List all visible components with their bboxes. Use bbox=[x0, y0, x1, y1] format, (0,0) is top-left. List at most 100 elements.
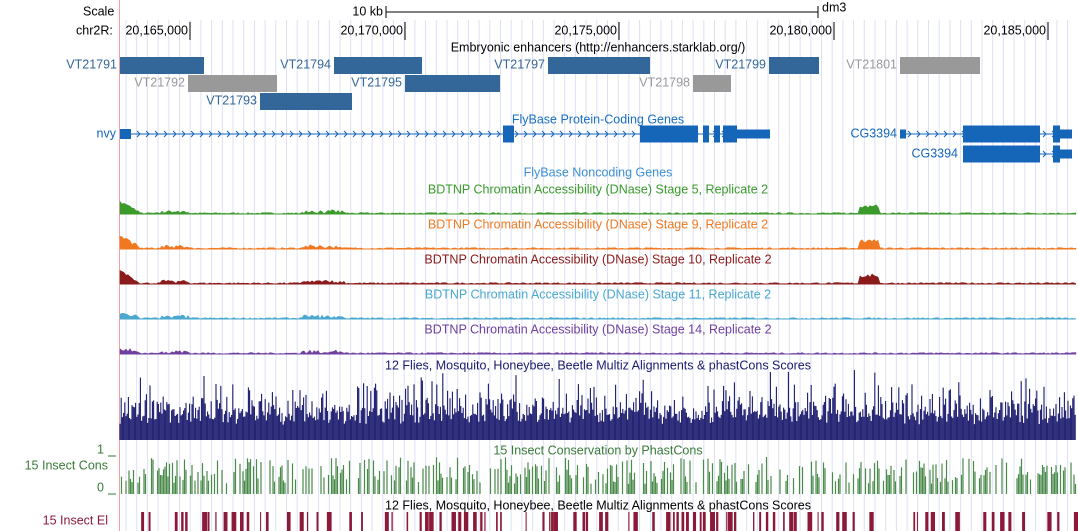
conserved-element bbox=[246, 512, 250, 531]
strand-arrow bbox=[550, 130, 555, 138]
track-title: BDTNP Chromatin Accessibility (DNase) St… bbox=[428, 182, 768, 196]
strand-arrow bbox=[460, 130, 465, 138]
conserved-element bbox=[821, 512, 824, 531]
strand-arrow bbox=[604, 130, 609, 138]
strand-arrow bbox=[487, 130, 492, 138]
conserved-element bbox=[807, 512, 813, 531]
conserved-element bbox=[299, 512, 304, 531]
conserved-element bbox=[141, 512, 145, 531]
position-label: 20,180,000 bbox=[769, 23, 832, 37]
strand-arrow bbox=[907, 130, 912, 138]
exon bbox=[1060, 129, 1072, 139]
position-label: 20,175,000 bbox=[554, 23, 617, 37]
conserved-element bbox=[817, 512, 819, 531]
strand-arrow bbox=[172, 130, 177, 138]
conserved-element bbox=[215, 512, 217, 531]
conserved-element bbox=[585, 512, 589, 531]
strand-arrow bbox=[361, 130, 366, 138]
strand-arrow bbox=[397, 130, 402, 138]
conserved-element bbox=[496, 512, 498, 531]
gene-label: nvy bbox=[97, 126, 117, 140]
conserved-element bbox=[783, 512, 785, 531]
conserved-element bbox=[1000, 512, 1005, 531]
conserved-element bbox=[916, 512, 918, 531]
conserved-element bbox=[925, 512, 929, 531]
exon bbox=[714, 125, 720, 143]
strand-arrow bbox=[307, 130, 312, 138]
strand-arrow bbox=[253, 130, 258, 138]
track-label: 15 Insect El bbox=[43, 513, 108, 527]
strand-arrow bbox=[235, 130, 240, 138]
conserved-element bbox=[223, 512, 228, 531]
strand-arrow bbox=[577, 130, 582, 138]
exon bbox=[1060, 149, 1072, 159]
conserved-element bbox=[174, 512, 178, 531]
conserved-element bbox=[733, 512, 737, 531]
enhancer-label: VT21792 bbox=[134, 75, 185, 89]
assembly: dm3 bbox=[822, 0, 846, 14]
track-label: 15 Insect Cons bbox=[25, 458, 108, 472]
conserved-element bbox=[1047, 512, 1052, 531]
conserved-element bbox=[991, 512, 995, 531]
conserved-element bbox=[681, 512, 685, 531]
strand-arrow bbox=[352, 130, 357, 138]
conserved-element bbox=[525, 512, 527, 531]
scale-label: Scale bbox=[83, 4, 114, 18]
enhancer bbox=[693, 75, 731, 92]
phastcons-signal bbox=[120, 457, 1077, 494]
conserved-element bbox=[765, 512, 769, 531]
position-label: 20,185,000 bbox=[983, 23, 1046, 37]
conserved-element bbox=[500, 512, 502, 531]
axis-max: 1 bbox=[97, 442, 104, 456]
conserved-element bbox=[728, 512, 733, 531]
conserved-element bbox=[673, 512, 675, 531]
scale-size: 10 kb bbox=[352, 4, 383, 18]
conserved-element bbox=[753, 512, 755, 531]
strand-arrow bbox=[595, 130, 600, 138]
conserved-element bbox=[451, 512, 456, 531]
strand-arrow bbox=[1042, 150, 1047, 158]
conserved-element bbox=[1008, 512, 1012, 531]
enhancer-label: VT21794 bbox=[280, 57, 331, 71]
conserved-element bbox=[759, 512, 762, 531]
conserved-element bbox=[913, 512, 916, 531]
exon bbox=[737, 129, 770, 139]
strand-arrow bbox=[469, 130, 474, 138]
conserved-element bbox=[941, 512, 945, 531]
strand-arrow bbox=[217, 130, 222, 138]
conserved-element bbox=[316, 512, 319, 531]
exon bbox=[963, 125, 977, 143]
dnase-signal bbox=[119, 200, 1077, 215]
strand-arrow bbox=[181, 130, 186, 138]
conserved-element bbox=[326, 512, 332, 531]
enhancer bbox=[405, 75, 500, 92]
conserved-element bbox=[599, 512, 603, 531]
grid bbox=[125, 20, 1069, 531]
strand-arrow bbox=[952, 130, 957, 138]
conserved-element bbox=[605, 512, 609, 531]
conserved-element bbox=[955, 512, 960, 531]
conserved-element bbox=[582, 512, 586, 531]
conserved-element bbox=[772, 512, 776, 531]
conserved-element bbox=[266, 512, 269, 531]
strand-arrow bbox=[1042, 130, 1047, 138]
strand-arrow bbox=[559, 130, 564, 138]
track-title: BDTNP Chromatin Accessibility (DNase) St… bbox=[424, 252, 771, 266]
strand-arrow bbox=[514, 130, 519, 138]
track-title: BDTNP Chromatin Accessibility (DNase) St… bbox=[428, 217, 768, 231]
conserved-element bbox=[480, 512, 483, 531]
conserved-element bbox=[260, 512, 262, 531]
gene-label: CG3394 bbox=[850, 126, 897, 140]
conserved-element bbox=[463, 512, 469, 531]
conserved-element bbox=[207, 512, 210, 531]
conserved-element bbox=[286, 512, 291, 531]
conserved-element bbox=[542, 512, 545, 531]
strand-arrow bbox=[199, 130, 204, 138]
position-label: 20,170,000 bbox=[340, 23, 403, 37]
strand-arrow bbox=[925, 130, 930, 138]
conserved-element bbox=[573, 512, 577, 531]
exon bbox=[1053, 125, 1060, 143]
strand-arrow bbox=[163, 130, 168, 138]
conserved-element bbox=[1057, 512, 1060, 531]
conserved-element bbox=[930, 512, 936, 531]
